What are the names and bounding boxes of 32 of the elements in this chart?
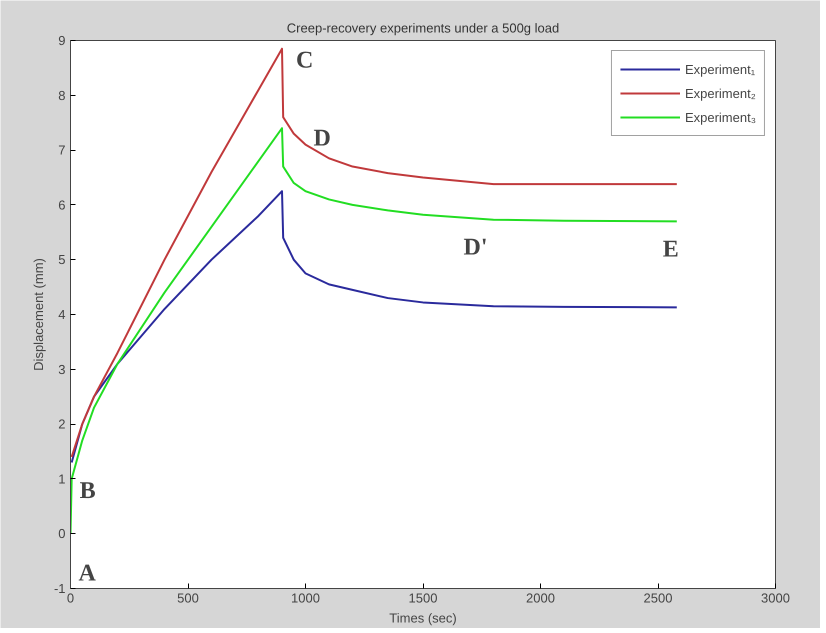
annotation: A — [78, 560, 96, 587]
legend-label: Experiment₂ — [684, 86, 756, 100]
x-tick-label: 2000 — [526, 590, 555, 606]
y-tick-label: 3 — [58, 362, 66, 377]
y-tick-label: 6 — [58, 197, 66, 212]
x-tick-label: 1000 — [291, 590, 320, 606]
line-series — [70, 48, 678, 458]
x-tick-label: 1500 — [408, 590, 438, 606]
y-tick-label: 0 — [58, 526, 66, 542]
annotation: B — [80, 478, 96, 504]
y-tick-label: 8 — [58, 88, 66, 103]
x-tick-label: 2500 — [644, 590, 672, 606]
line-series — [70, 127, 678, 535]
y-tick-label: -1 — [54, 581, 66, 596]
annotation: D — [314, 126, 331, 152]
y-tick-label: 1 — [58, 471, 66, 486]
y-tick-label: 9 — [58, 33, 66, 48]
legend-label: Experiment₁ — [684, 62, 756, 76]
legend-label: Experiment₃ — [684, 110, 756, 124]
x-axis-title: Times (sec) — [389, 610, 457, 626]
chart-title: Creep-recovery experiments under a 500g load — [286, 20, 560, 36]
y-tick-label: 5 — [58, 252, 66, 268]
annotation: D' — [464, 234, 488, 261]
x-tick-label: 3000 — [761, 590, 790, 606]
y-axis-title: Displacement (mm) — [30, 258, 46, 371]
y-tick-label: 4 — [58, 307, 66, 322]
x-tick-label: 500 — [177, 590, 199, 606]
annotation: C — [296, 48, 314, 74]
y-tick-label: 2 — [58, 416, 66, 432]
y-tick-label: 7 — [58, 142, 66, 158]
annotation: E — [662, 236, 679, 262]
line-series — [70, 190, 678, 464]
